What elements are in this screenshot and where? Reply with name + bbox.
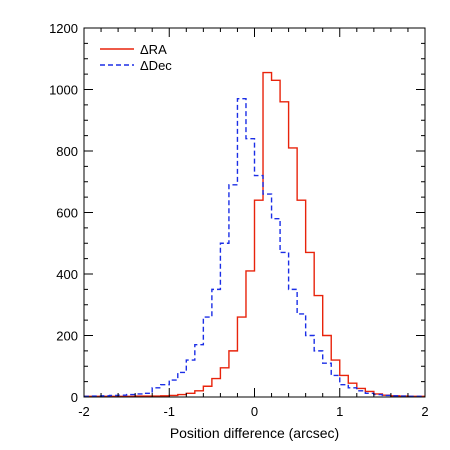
- x-tick-label: -1: [163, 404, 175, 419]
- x-tick-label: -2: [78, 404, 90, 419]
- x-axis-title: Position difference (arcsec): [170, 425, 339, 441]
- x-tick-label: 1: [336, 404, 343, 419]
- y-tick-label: 200: [56, 329, 78, 344]
- y-tick-label: 400: [56, 267, 78, 282]
- legend-label-ra: ΔRA: [140, 42, 167, 57]
- tick-labels: -2 -1 0 1 2 0 200 400 600 800 1000 1200: [49, 21, 429, 419]
- legend: ΔRA ΔDec: [100, 42, 172, 73]
- series-layer: [84, 71, 425, 398]
- y-tick-label: 0: [71, 390, 78, 405]
- y-tick-label: 1200: [49, 21, 78, 36]
- x-tick-label: 2: [421, 404, 428, 419]
- y-tick-label: 800: [56, 144, 78, 159]
- y-tick-label: 600: [56, 206, 78, 221]
- y-tick-label: 1000: [49, 83, 78, 98]
- legend-label-dec: ΔDec: [140, 58, 172, 73]
- series-line-ra: [84, 71, 425, 398]
- x-tick-label: 0: [251, 404, 258, 419]
- axis-ticks: [83, 27, 426, 398]
- series-line-dec: [84, 98, 425, 398]
